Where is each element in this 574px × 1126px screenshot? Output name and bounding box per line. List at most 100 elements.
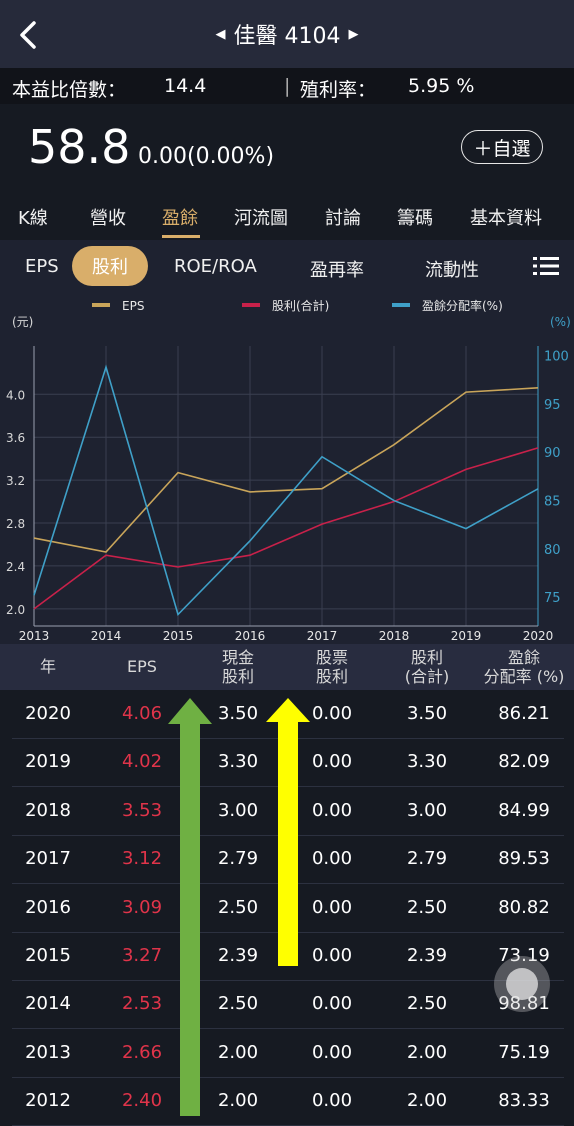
tab-revenue[interactable]: 營收 — [90, 208, 126, 229]
table-row[interactable]: 2013 2.66 2.00 0.00 2.00 75.19 — [12, 1029, 564, 1078]
x-tick-label: 2017 — [307, 629, 338, 643]
y-right-tick-label: 80 — [544, 543, 561, 558]
table-header: 年 EPS 現金 股利 股票 股利 股利 (合計) 盈餘 分配率 (%) — [0, 644, 574, 690]
table-cell: 2.50 — [217, 993, 259, 1015]
table-cell: 84.99 — [498, 799, 550, 821]
table-cell: 0.00 — [311, 1090, 353, 1112]
legend-swatch — [92, 303, 110, 307]
table-cell: 2.00 — [217, 1041, 259, 1063]
x-tick-label: 2020 — [523, 629, 554, 643]
legend-label: 盈餘分配率(%) — [422, 298, 503, 313]
table-cell: 2.50 — [406, 896, 448, 918]
table-cell: 0.00 — [311, 1041, 353, 1063]
legend-label: EPS — [122, 299, 144, 313]
table-row[interactable]: 2012 2.40 2.00 0.00 2.00 83.33 — [12, 1077, 564, 1126]
y-left-tick-label: 4.0 — [6, 388, 25, 402]
tab-kline[interactable]: K線 — [18, 208, 48, 229]
table-cell: 2.40 — [121, 1090, 163, 1112]
quote-panel: 58.8 0.00(0.00%) ＋自選 — [0, 104, 574, 190]
active-tab-indicator — [162, 235, 200, 238]
table-cell: 2.79 — [217, 848, 259, 870]
next-stock-icon[interactable]: ▶ — [348, 26, 359, 42]
table-cell: 3.12 — [121, 848, 163, 870]
tab-chips[interactable]: 籌碼 — [397, 208, 433, 229]
table-cell: 2.79 — [406, 848, 448, 870]
table-cell: 2.39 — [406, 945, 448, 966]
legend-swatch — [242, 303, 260, 307]
tab-basic-info[interactable]: 基本資料 — [470, 208, 542, 229]
table-cell: 0.00 — [311, 945, 353, 966]
table-cell: 0.00 — [311, 799, 353, 821]
pe-label: 本益比倍數： — [12, 79, 127, 101]
yield-label: 殖利率： — [300, 79, 377, 101]
add-watchlist-button[interactable]: ＋自選 — [461, 130, 543, 164]
tab-discussion[interactable]: 討論 — [325, 208, 361, 229]
price-change: 0.00(0.00%) — [138, 144, 275, 169]
back-chevron-icon[interactable] — [14, 18, 44, 52]
left-axis-unit: (元) — [12, 315, 33, 329]
table-cell: 2.00 — [406, 1090, 448, 1112]
legend-label: 股利(合計) — [272, 298, 329, 313]
dividend-chart: EPS 股利(合計) 盈餘分配率(%) (元) (%) 2.0 2.4 2.8 3.2 3.6 4.… — [0, 294, 574, 644]
table-cell: 3.53 — [121, 799, 163, 821]
table-cell: 73.19 — [498, 945, 550, 966]
subtab-reinvestment-rate[interactable]: 盈再率 — [310, 260, 364, 281]
table-cell: 2014 — [25, 993, 71, 1015]
series-line-1 — [33, 447, 539, 610]
table-cell: 0.00 — [311, 751, 353, 773]
top-bar: ◀ 佳醫 4104 ▶ — [0, 0, 574, 68]
table-cell: 2012 — [25, 1090, 71, 1112]
subtab-roe-roa[interactable]: ROE/ROA — [174, 256, 257, 277]
table-cell: 2017 — [25, 848, 71, 870]
table-cell: 3.50 — [217, 703, 259, 724]
table-cell: 0.00 — [311, 896, 353, 918]
stock-title: 佳醫 4104 — [233, 24, 341, 49]
table-cell: 3.30 — [217, 751, 259, 773]
pe-value: 14.4 — [164, 75, 207, 97]
table-header-cell: 年 — [39, 657, 56, 676]
table-cell: 3.27 — [121, 945, 163, 966]
table-row[interactable]: 2014 2.53 2.50 0.00 2.50 98.81 — [12, 980, 564, 1030]
prev-stock-icon[interactable]: ◀ — [215, 26, 226, 42]
table-header-cell: 現金 股利 — [221, 648, 254, 686]
floating-assistive-button[interactable] — [494, 956, 550, 1012]
table-row[interactable]: 2015 3.27 2.39 0.00 2.39 73.19 — [12, 932, 564, 981]
stats-strip: 本益比倍數： 14.4 | 殖利率： 5.95 % — [0, 68, 574, 104]
x-tick-label: 2018 — [379, 629, 410, 643]
y-right-tick-label: 90 — [544, 446, 561, 461]
series-line-0 — [33, 387, 539, 553]
subtab-liquidity[interactable]: 流動性 — [425, 260, 479, 281]
table-cell: 2.50 — [217, 896, 259, 918]
y-left-tick-label: 3.2 — [6, 474, 25, 488]
table-cell: 3.00 — [217, 799, 259, 821]
y-right-tick-label: 100 — [544, 350, 569, 365]
table-cell: 2013 — [25, 1041, 71, 1063]
table-cell: 2.39 — [217, 945, 259, 966]
table-cell: 2015 — [25, 945, 71, 966]
tab-river-chart[interactable]: 河流圖 — [234, 208, 288, 229]
list-menu-icon[interactable] — [533, 256, 559, 276]
table-header-cell: 盈餘 分配率 (%) — [483, 648, 565, 686]
tab-earnings[interactable]: 盈餘 — [162, 208, 198, 229]
series-line-2 — [33, 364, 539, 617]
y-right-tick-label: 95 — [544, 398, 561, 413]
sub-tabs: EPS 股利 ROE/ROA 盈再率 流動性 — [0, 240, 574, 294]
table-cell: 0.00 — [311, 848, 353, 870]
table-cell: 3.50 — [406, 703, 448, 724]
y-left-tick-label: 2.4 — [6, 560, 25, 574]
y-left-tick-label: 2.0 — [6, 603, 25, 617]
table-cell: 3.09 — [121, 896, 163, 918]
table-cell: 2.66 — [121, 1041, 163, 1063]
table-cell: 0.00 — [311, 703, 353, 724]
y-left-tick-label: 2.8 — [6, 517, 25, 531]
chart-svg: EPS 股利(合計) 盈餘分配率(%) (元) (%) 2.0 2.4 2.8 3.2 3.6 4.… — [6, 298, 571, 643]
table-cell: 80.82 — [498, 896, 550, 918]
subtab-eps[interactable]: EPS — [25, 256, 59, 277]
x-tick-label: 2015 — [163, 629, 194, 643]
y-right-tick-label: 85 — [544, 494, 561, 509]
x-tick-label: 2019 — [451, 629, 482, 643]
table-header-cell: 股票 股利 — [315, 648, 348, 686]
table-cell: 83.33 — [498, 1090, 550, 1112]
main-tabs: K線 營收 盈餘 河流圖 討論 籌碼 基本資料 — [0, 190, 574, 240]
subtab-dividend[interactable]: 股利 — [72, 246, 148, 286]
